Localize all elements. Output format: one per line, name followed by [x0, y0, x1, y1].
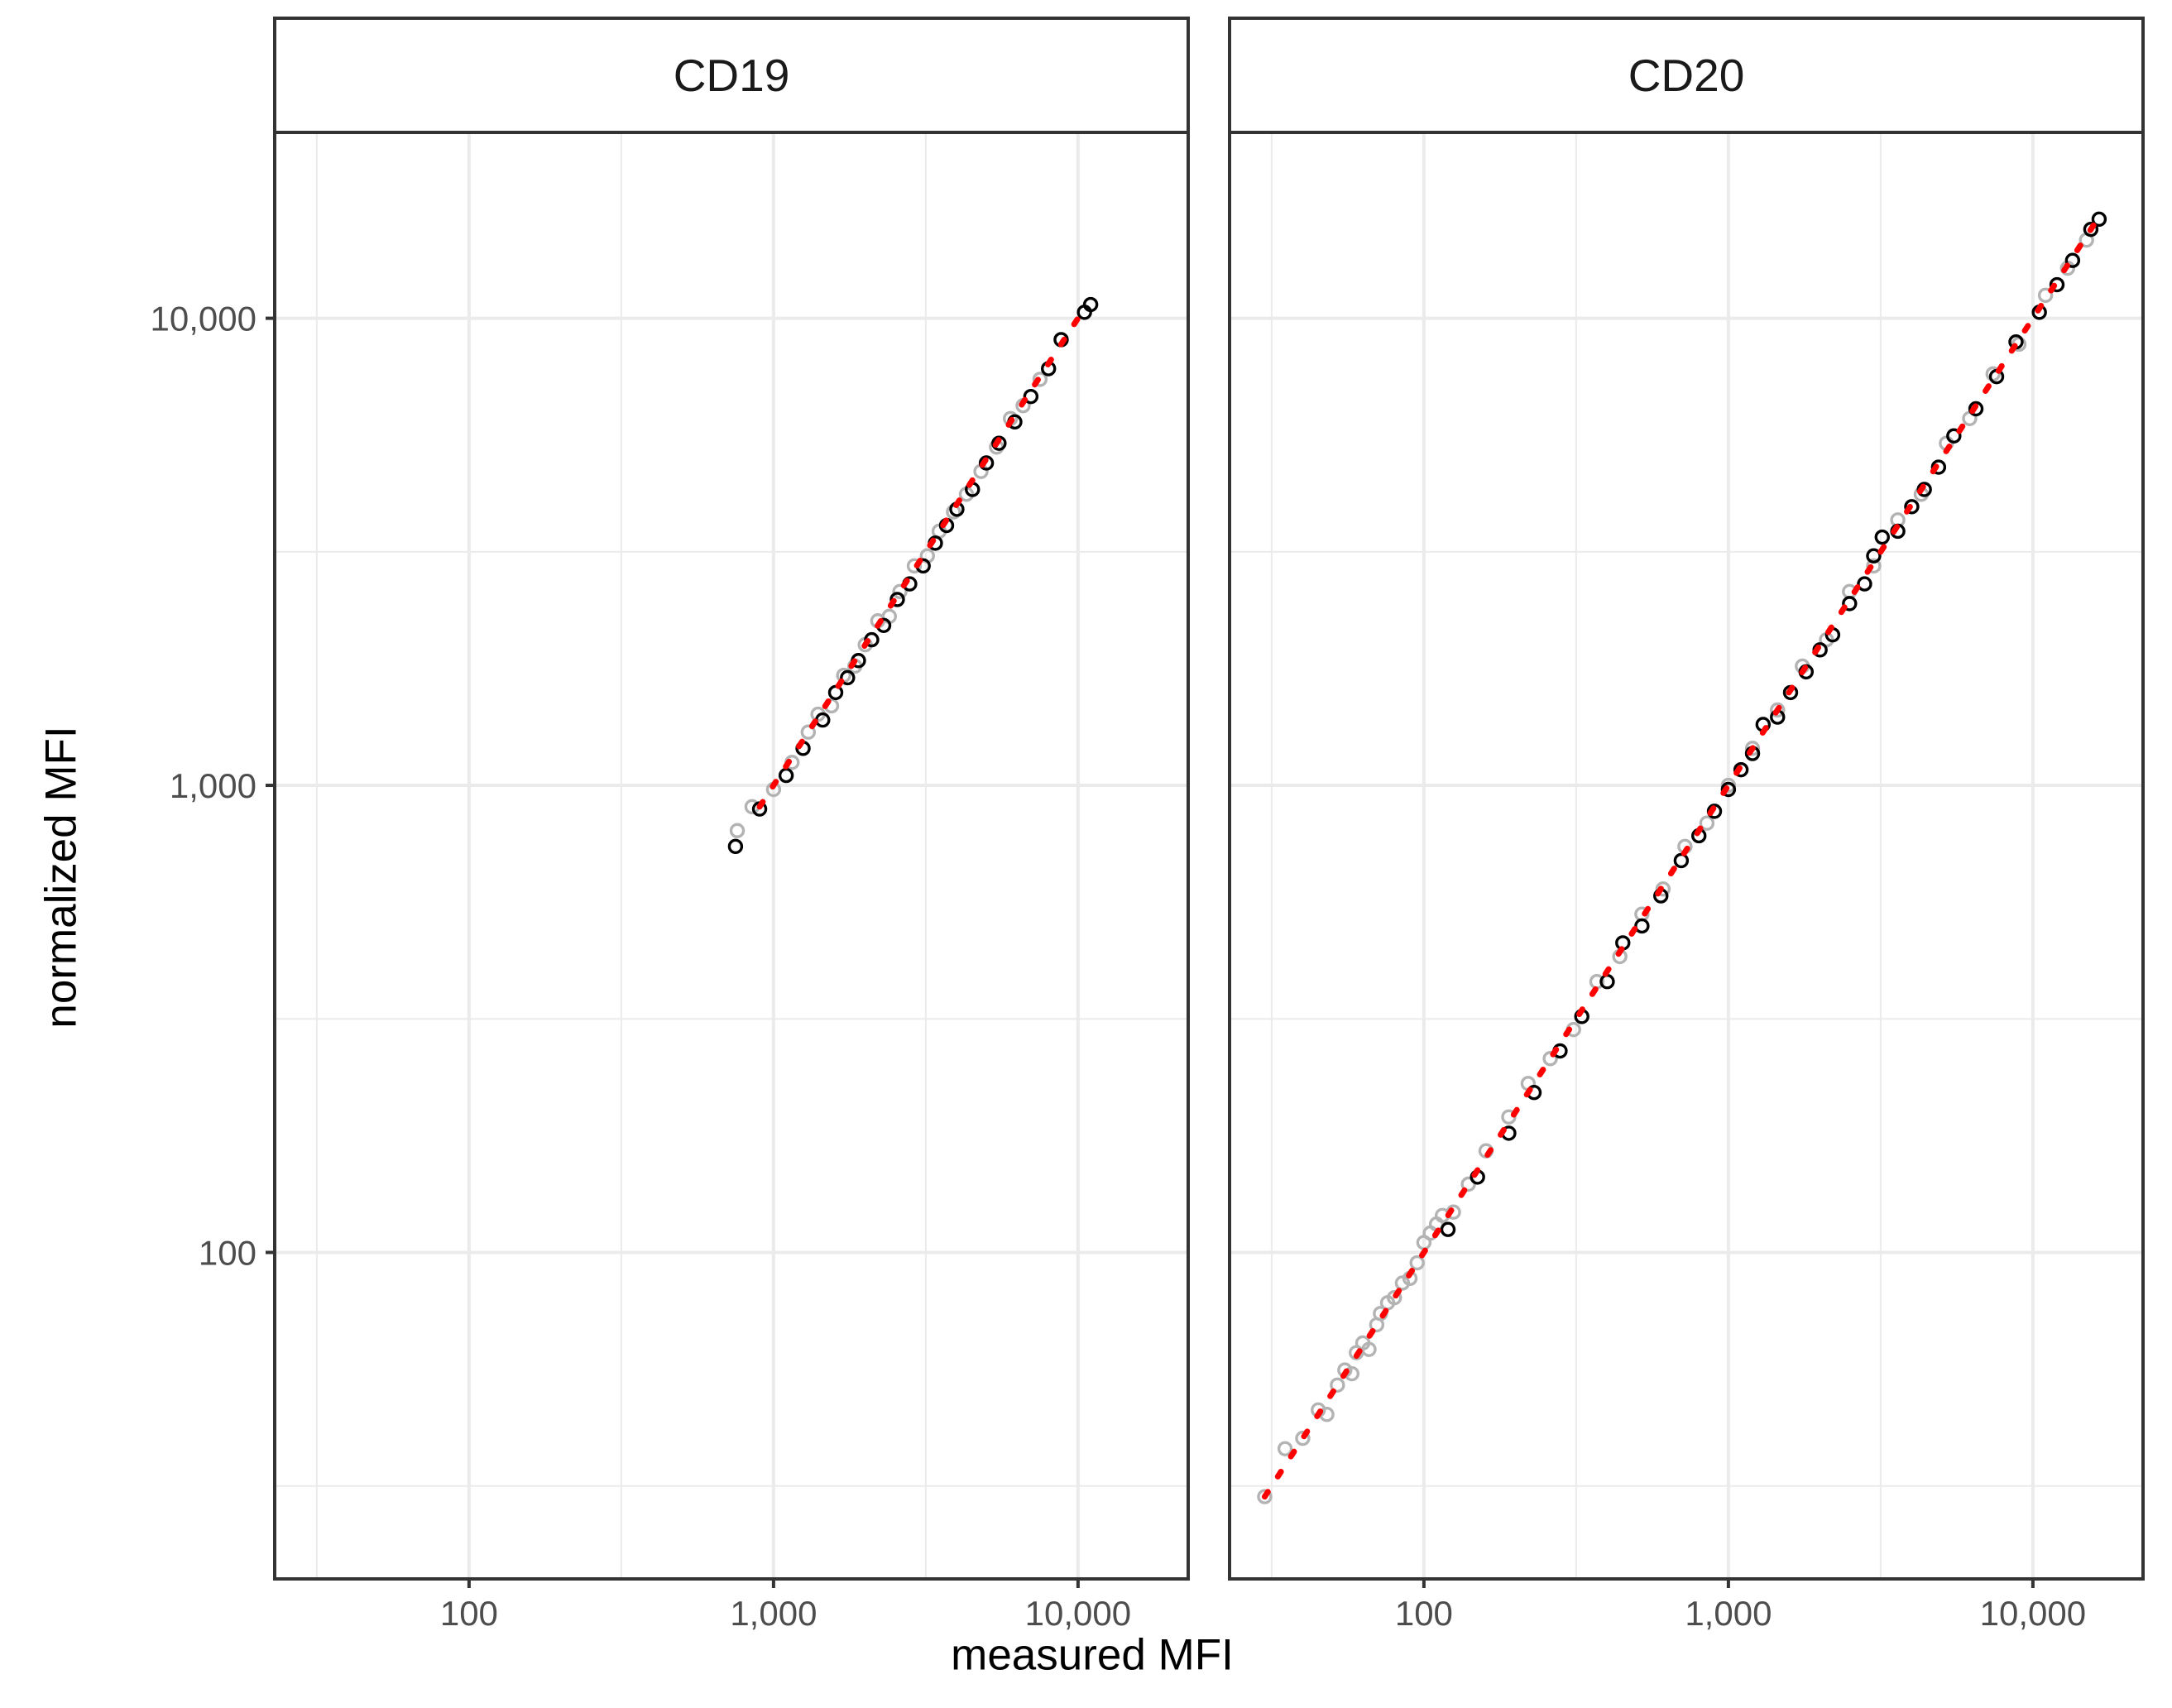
data-point	[1440, 1221, 1456, 1237]
data-point	[729, 823, 746, 838]
data-point	[1904, 499, 1920, 515]
data-point	[1842, 596, 1858, 612]
data-point	[1930, 459, 1947, 475]
data-point	[978, 455, 995, 471]
data-point	[2064, 252, 2081, 268]
data-point	[1542, 1051, 1558, 1067]
y-tick-label: 10,000	[151, 300, 257, 338]
x-tick-label: 1,000	[1685, 1594, 1772, 1633]
data-point	[800, 724, 817, 740]
data-point	[1770, 702, 1786, 718]
data-point	[1634, 918, 1650, 934]
y-tick-label: 1,000	[170, 766, 257, 805]
data-point	[991, 435, 1007, 451]
x-tick-label: 100	[440, 1594, 498, 1633]
data-point	[1409, 1255, 1425, 1271]
data-point	[1673, 852, 1690, 869]
data-point	[1968, 401, 1984, 417]
data-point	[1277, 1441, 1293, 1456]
data-point	[1460, 1176, 1476, 1192]
data-point	[1295, 1430, 1311, 1447]
data-point	[892, 583, 908, 600]
x-tick-label: 100	[1395, 1594, 1453, 1633]
data-point	[889, 592, 905, 607]
data-point	[2049, 276, 2065, 293]
data-point	[906, 558, 923, 574]
x-axis-title-text: measured MFI	[951, 1630, 1234, 1680]
panel-cd19: CD19 100 1,000 10,000	[273, 17, 1190, 1633]
y-axis-title-text: normalized MFI	[36, 726, 86, 1029]
panel-cd20: CD20 100 1,000 10,000	[1228, 17, 2145, 1633]
data-point	[1866, 558, 1882, 574]
data-point	[2083, 221, 2099, 237]
data-point	[1361, 1341, 1377, 1357]
data-point	[1655, 881, 1671, 897]
identity-fit-line	[756, 315, 1081, 810]
data-point	[1874, 529, 1890, 545]
data-point	[840, 669, 856, 686]
panel-background	[275, 132, 1188, 1579]
facet-strip	[1228, 17, 2145, 134]
y-tick-label: 100	[199, 1233, 257, 1272]
facet-strip-title: CD19	[674, 50, 790, 101]
identity-fit-line	[1261, 214, 2102, 1500]
data-point	[1082, 296, 1099, 313]
x-tick-label: 1,000	[730, 1594, 817, 1633]
data-point	[1946, 428, 1962, 444]
x-tick-label: 10,000	[1980, 1594, 2086, 1633]
data-point	[1387, 1289, 1402, 1306]
data-point	[2037, 287, 2054, 304]
y-axis-ticks: 100 1,000 10,000	[151, 300, 275, 1272]
data-point	[1720, 781, 1737, 798]
x-tick-label: 10,000	[1025, 1594, 1131, 1633]
data-point	[1032, 372, 1048, 387]
data-point	[1699, 815, 1715, 831]
data-point	[2091, 211, 2107, 228]
facet-strip	[273, 17, 1190, 134]
data-point	[1023, 388, 1039, 405]
data-point	[1857, 576, 1872, 592]
data-point	[727, 838, 744, 855]
data-point	[1866, 548, 1882, 564]
data-point	[1257, 1489, 1273, 1504]
data-point	[1330, 1377, 1345, 1393]
data-point	[1733, 761, 1749, 778]
facet-strip-title: CD20	[1628, 50, 1745, 101]
data-point	[1744, 741, 1761, 756]
